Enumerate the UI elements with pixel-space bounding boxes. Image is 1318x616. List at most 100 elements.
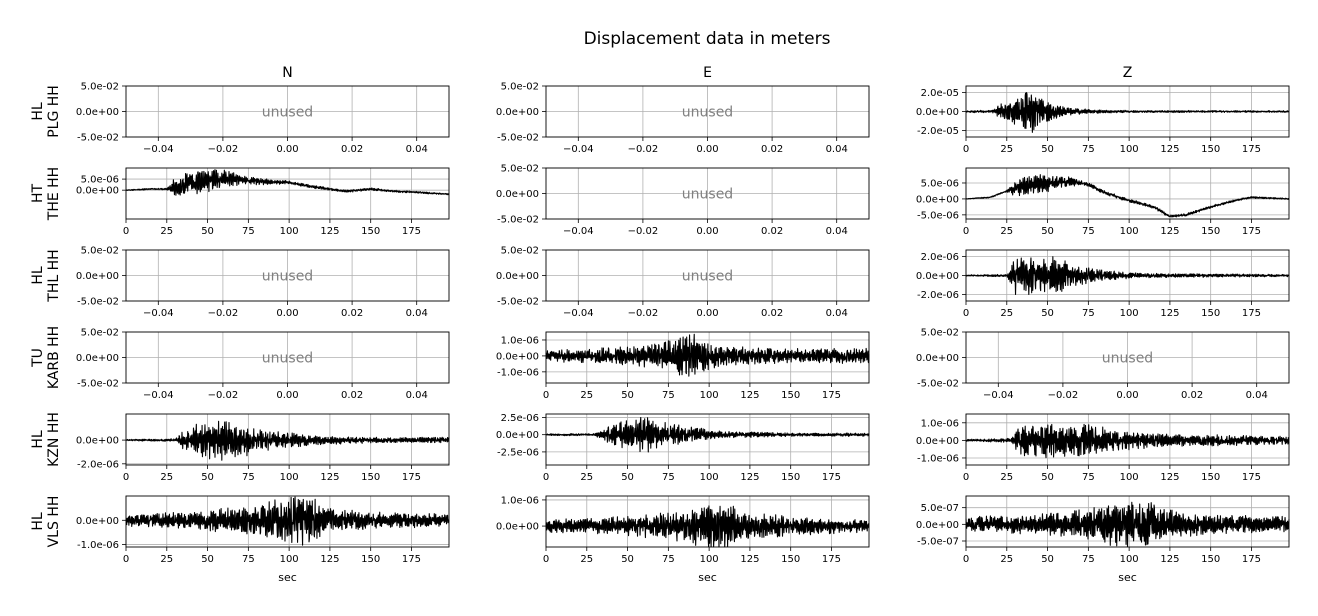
x-tick-label: 75: [1082, 472, 1095, 483]
row-network-label: HL: [30, 266, 46, 285]
y-tick-label: 0.0e+00: [496, 351, 539, 362]
axes-frame: [965, 495, 1290, 548]
y-tick-label: 1.0e-06: [501, 335, 539, 346]
y-tick-label: 0.0e+00: [76, 516, 119, 527]
x-tick-label: 75: [242, 472, 255, 483]
x-tick-label: 150: [1201, 554, 1220, 565]
x-tick-label: 150: [1201, 226, 1220, 237]
x-tick-label: 50: [201, 226, 214, 237]
y-tick-label: 0.0e+00: [76, 271, 119, 282]
x-tick-label: 100: [700, 554, 719, 565]
x-tick-label: 0: [543, 390, 549, 401]
x-tick-label: −0.04: [563, 308, 594, 319]
axes-frame: [125, 495, 450, 548]
y-tick-label: 0.0e+00: [916, 520, 959, 531]
panel-z-2: 0 25 50 75 100 125 150 175 2.0e-06 0.0e+00 -2.0e-0…: [916, 249, 1290, 319]
x-tick-label: 150: [781, 390, 800, 401]
x-tick-label: 25: [160, 226, 173, 237]
y-tick-label: 0.0e+00: [916, 194, 959, 205]
panel-e-5: 0 25 50 75 100 125 150 175 1.0e-06 0.0e+00 sec: [496, 495, 870, 584]
y-tick-label: 5.0e-02: [501, 246, 539, 257]
y-tick-label: 2.0e-05: [921, 88, 959, 99]
seismic-trace: [125, 420, 450, 461]
y-tick-label: 2.5e-06: [501, 413, 539, 424]
y-tick-label: 1.0e-06: [921, 418, 959, 429]
y-tick-label: -5.0e-02: [497, 297, 539, 308]
y-tick-label: -5.0e-07: [917, 537, 959, 548]
column-title-z: Z: [1123, 65, 1133, 81]
x-tick-label: 150: [361, 472, 380, 483]
x-tick-label: 0.02: [341, 144, 363, 155]
x-tick-label: 150: [781, 472, 800, 483]
y-tick-label: -5.0e-02: [497, 133, 539, 144]
x-tick-label: 175: [822, 472, 841, 483]
x-tick-label: 75: [662, 554, 675, 565]
panel-e-0: unused −0.04 −0.02 0.00 0.02 0.04 5.0e-02 0.0e+…: [496, 82, 870, 155]
panel-n-5: 0 25 50 75 100 125 150 175 0.0e+00 -1.0e-06 sec: [76, 495, 450, 584]
x-tick-label: 75: [1082, 554, 1095, 565]
x-tick-label: 175: [1242, 226, 1261, 237]
seismic-trace: [965, 423, 1290, 459]
y-tick-label: -2.0e-06: [77, 459, 119, 470]
x-tick-label: 50: [1041, 554, 1054, 565]
row-label-4: HL KZN HH: [30, 412, 62, 467]
y-tick-label: 0.0e+00: [916, 271, 959, 282]
y-tick-label: 0.0e+00: [496, 189, 539, 200]
row-station-label: KARB HH: [46, 326, 62, 389]
seismic-trace: [965, 174, 1290, 218]
x-tick-label: 0.02: [761, 144, 783, 155]
x-tick-label: 0.04: [406, 308, 428, 319]
y-tick-label: 0.0e+00: [76, 186, 119, 197]
y-tick-label: 5.0e-02: [921, 328, 959, 339]
y-tick-label: -2.0e-06: [917, 290, 959, 301]
x-tick-label: 25: [1000, 472, 1013, 483]
unused-label: unused: [262, 105, 313, 121]
panel-e-2: unused −0.04 −0.02 0.00 0.02 0.04 5.0e-02 0.0e+…: [496, 246, 870, 319]
x-tick-label: 150: [781, 554, 800, 565]
x-tick-label: 0.04: [406, 144, 428, 155]
y-tick-label: 0.0e+00: [76, 353, 119, 364]
y-tick-label: -5.0e-02: [917, 379, 959, 390]
figure-title: Displacement data in meters: [584, 29, 831, 49]
y-tick-label: -2.0e-05: [917, 126, 959, 137]
y-tick-label: 1.0e-06: [501, 495, 539, 506]
y-tick-label: 5.0e-06: [921, 178, 959, 189]
x-tick-label: 100: [700, 472, 719, 483]
x-tick-label: 0: [963, 226, 969, 237]
x-tick-label: 175: [402, 554, 421, 565]
y-tick-label: 5.0e-02: [81, 82, 119, 93]
axes-frame: [545, 413, 870, 466]
x-tick-label: −0.02: [628, 144, 659, 155]
x-tick-label: 25: [1000, 308, 1013, 319]
x-tick-label: 175: [1242, 472, 1261, 483]
x-tick-label: 100: [700, 390, 719, 401]
x-tick-label: −0.02: [1048, 390, 1079, 401]
axes-frame: [965, 167, 1290, 220]
axes-frame: [125, 413, 450, 466]
x-tick-label: 50: [1041, 308, 1054, 319]
x-tick-label: 0.00: [1116, 390, 1138, 401]
panel-z-4: 0 25 50 75 100 125 150 175 1.0e-06 0.0e+00 -1.0e-0…: [916, 413, 1290, 483]
row-station-label: THL HH: [46, 249, 62, 302]
x-tick-label: 75: [1082, 308, 1095, 319]
panel-n-2: unused −0.04 −0.02 0.00 0.02 0.04 5.0e-02 0.0e+…: [76, 246, 450, 319]
x-tick-label: −0.02: [208, 390, 239, 401]
panel-n-0: unused −0.04 −0.02 0.00 0.02 0.04 5.0e-02 0.0e+…: [76, 82, 450, 155]
y-tick-label: -5.0e-02: [77, 297, 119, 308]
x-tick-label: 0.04: [826, 144, 848, 155]
x-tick-label: −0.02: [628, 308, 659, 319]
x-tick-label: −0.04: [563, 226, 594, 237]
unused-label: unused: [682, 187, 733, 203]
x-tick-label: 125: [740, 472, 759, 483]
x-tick-label: 75: [242, 554, 255, 565]
x-tick-label: 0: [123, 554, 129, 565]
y-tick-label: 0.0e+00: [916, 436, 959, 447]
y-tick-label: 0.0e+00: [916, 353, 959, 364]
x-tick-label: 175: [822, 554, 841, 565]
x-tick-label: −0.04: [563, 144, 594, 155]
x-tick-label: 175: [822, 390, 841, 401]
row-label-2: HL THL HH: [30, 249, 62, 302]
x-tick-label: 0.04: [826, 308, 848, 319]
